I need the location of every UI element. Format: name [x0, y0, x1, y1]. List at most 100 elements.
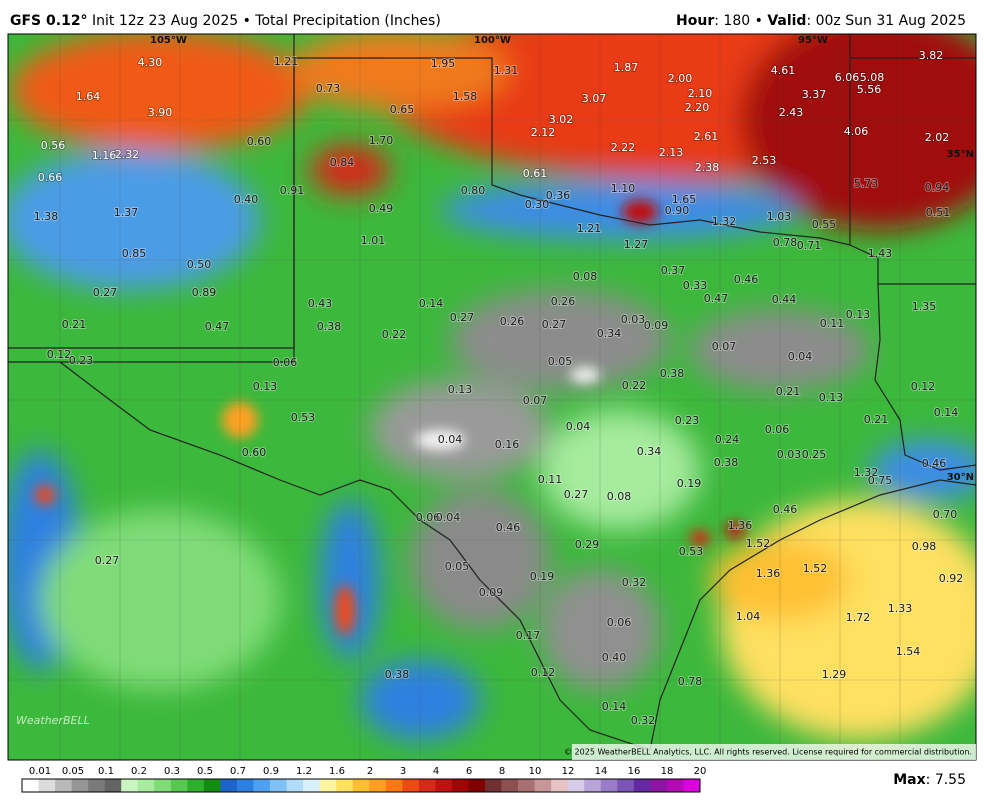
- legend-tick-label: 1.6: [329, 766, 345, 777]
- value-label: 1.52: [803, 562, 828, 575]
- value-label: 1.31: [494, 64, 519, 77]
- legend-tick-label: 0.7: [230, 766, 246, 777]
- value-label: 0.24: [715, 433, 740, 446]
- legend-swatch: [418, 779, 436, 792]
- value-label: 0.80: [461, 184, 486, 197]
- legend-swatch: [22, 779, 39, 792]
- value-label: 2.43: [779, 106, 804, 119]
- value-label: 0.09: [479, 586, 504, 599]
- value-label: 5.08: [860, 71, 885, 84]
- value-label: 1.35: [912, 300, 937, 313]
- legend-swatch: [600, 779, 618, 792]
- value-label: 3.07: [582, 92, 607, 105]
- value-label: 1.16: [92, 149, 117, 162]
- legend-swatch: [104, 779, 122, 792]
- value-label: 0.11: [820, 317, 845, 330]
- value-label: 0.07: [712, 340, 737, 353]
- value-label: 2.20: [685, 101, 710, 114]
- value-label: 0.17: [516, 629, 541, 642]
- value-label: 0.78: [773, 236, 798, 249]
- map-frame: [7, 33, 977, 761]
- copyright: © 2025 WeatherBELL Analytics, LLC. All r…: [564, 748, 972, 757]
- copyright-bg: [572, 744, 976, 760]
- header-left: GFS 0.12° Init 12z 23 Aug 2025 • Total P…: [10, 13, 441, 29]
- value-label: 0.40: [234, 193, 259, 206]
- value-label: 2.53: [752, 154, 777, 167]
- value-label: 1.36: [756, 567, 781, 580]
- value-label: 3.02: [549, 113, 574, 126]
- value-label: 0.33: [683, 279, 708, 292]
- legend-tick-label: 0.05: [62, 766, 84, 777]
- value-label: 1.27: [624, 238, 649, 251]
- value-label: 0.49: [369, 202, 394, 215]
- value-label: 0.22: [382, 328, 407, 341]
- legend-swatch: [385, 779, 403, 792]
- value-label: 0.14: [419, 297, 444, 310]
- legend-swatch: [468, 779, 486, 792]
- legend-tick-label: 0.01: [29, 766, 51, 777]
- value-label: 0.23: [675, 414, 700, 427]
- value-label: 1.65: [672, 193, 697, 206]
- value-label: 0.06: [416, 511, 441, 524]
- value-label: 0.53: [679, 545, 704, 558]
- value-label: 1.43: [868, 247, 893, 260]
- value-label: 0.85: [122, 247, 147, 260]
- value-label: 1.58: [453, 90, 478, 103]
- subtitle: Init 12z 23 Aug 2025 • Total Precipitati…: [92, 13, 441, 29]
- value-label: 1.70: [369, 134, 394, 147]
- value-label: 0.75: [868, 474, 893, 487]
- graticule-label: 95°W: [798, 35, 828, 46]
- graticule-label: 105°W: [150, 35, 187, 46]
- legend-tick-label: 2: [367, 766, 373, 777]
- value-label: 0.13: [819, 391, 844, 404]
- value-label: 0.46: [773, 503, 798, 516]
- legend-tick-label: 1.2: [296, 766, 312, 777]
- value-label: 1.04: [736, 610, 761, 623]
- value-label: 0.05: [445, 560, 470, 573]
- value-label: 4.61: [771, 64, 796, 77]
- value-label: 0.27: [93, 286, 118, 299]
- value-label: 0.25: [802, 448, 827, 461]
- header-right: Hour: 180 • Valid: 00z Sun 31 Aug 2025: [676, 13, 966, 29]
- value-label: 0.06: [607, 616, 632, 629]
- value-label: 0.21: [864, 413, 889, 426]
- legend-swatch: [303, 779, 320, 792]
- value-label: 1.32: [712, 215, 737, 228]
- value-label: 0.65: [390, 103, 415, 116]
- value-label: 0.92: [939, 572, 964, 585]
- value-label: 0.19: [530, 570, 555, 583]
- legend-swatch: [369, 779, 387, 792]
- value-label: 0.05: [548, 355, 573, 368]
- value-label: 0.03: [621, 313, 646, 326]
- value-label: 1.36: [728, 519, 753, 532]
- value-label: 0.43: [308, 297, 333, 310]
- value-label: 0.14: [602, 700, 627, 713]
- value-label: 0.04: [566, 420, 591, 433]
- value-label: 1.87: [614, 61, 639, 74]
- legend-swatch: [154, 779, 172, 792]
- legend-swatch: [121, 779, 139, 792]
- value-label: 0.38: [714, 456, 739, 469]
- legend-swatch: [71, 779, 89, 792]
- value-label: 3.37: [802, 88, 827, 101]
- value-label: 1.32: [854, 466, 879, 479]
- value-label: 0.38: [317, 320, 342, 333]
- value-label: 0.21: [62, 318, 87, 331]
- legend-swatch: [55, 779, 72, 792]
- value-label: 0.60: [247, 135, 272, 148]
- value-label: 1.37: [114, 206, 139, 219]
- max: Max: 7.55: [893, 772, 966, 788]
- legend-swatch: [203, 779, 221, 792]
- value-label: 3.82: [919, 49, 944, 62]
- legend-tick-label: 3: [400, 766, 406, 777]
- value-label: 2.13: [659, 146, 684, 159]
- value-label: 2.32: [115, 148, 140, 161]
- value-label: 0.66: [38, 171, 63, 184]
- value-label: 1.52: [746, 537, 771, 550]
- legend-tick-label: 0.2: [131, 766, 147, 777]
- legend-swatch: [137, 779, 155, 792]
- value-label: 0.32: [631, 714, 656, 727]
- value-label: 0.34: [637, 445, 662, 458]
- legend-swatch: [666, 779, 684, 792]
